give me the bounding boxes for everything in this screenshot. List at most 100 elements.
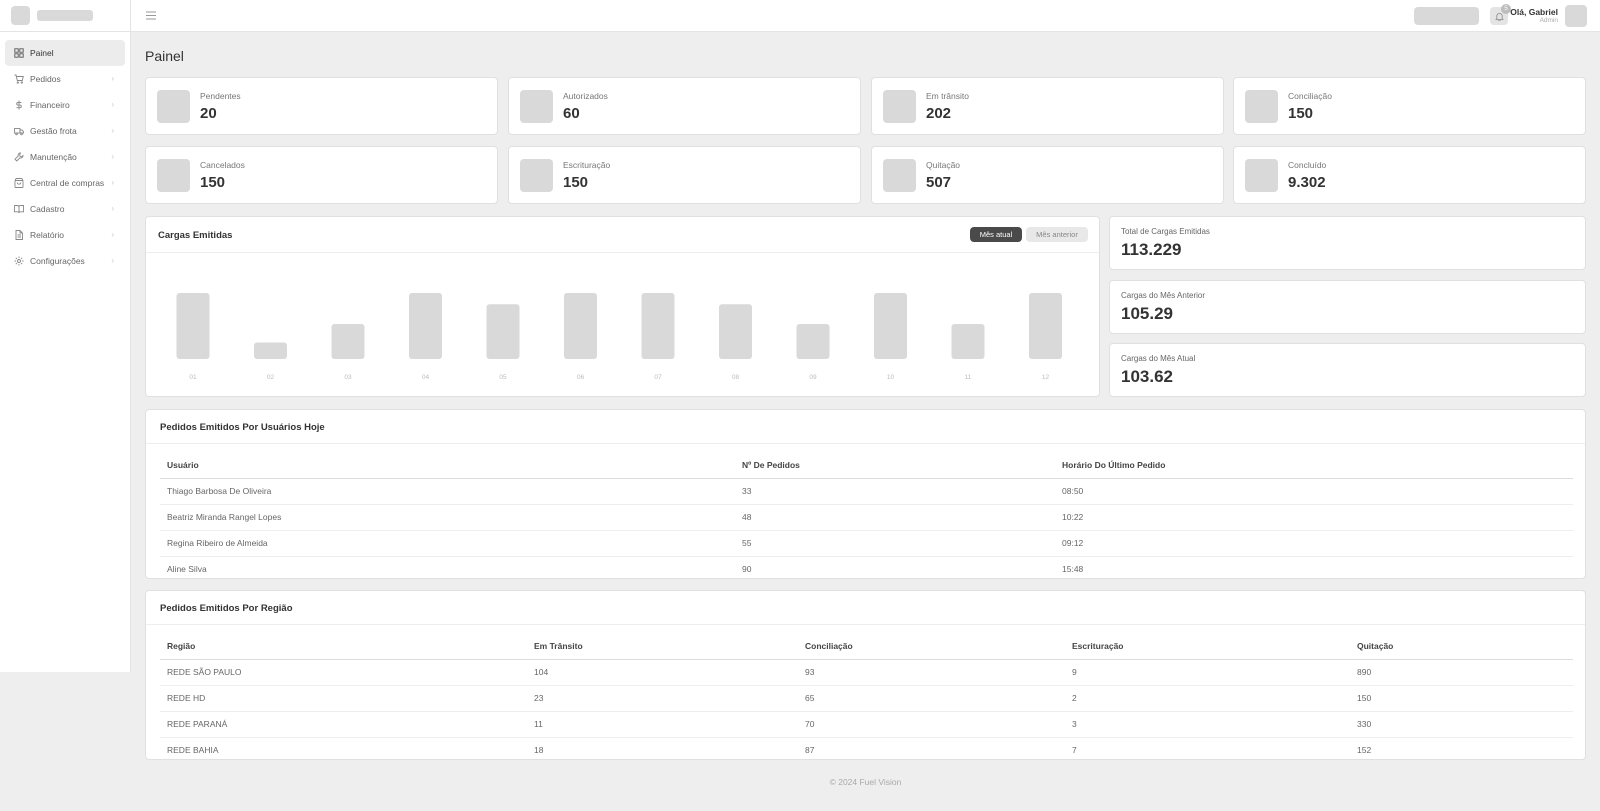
table-cell: REDE BAHIA [167,745,219,756]
user-role: Admin [1539,17,1558,24]
chart-tick-label: 11 [965,374,972,381]
chart-tick-label: 09 [809,374,817,381]
sidebar-item-cadastro[interactable]: Cadastro › [5,196,125,222]
sidebar-item-relatorio[interactable]: Relatório › [5,222,125,248]
column-header[interactable]: Quitação [1350,634,1573,660]
bar-chart: 01 02 03 04 05 06 07 08 09 10 11 12 [176,293,1062,381]
sidebar-item-label: Pedidos [30,74,61,84]
stat-card-quitacao: Quitação 507 [871,146,1224,204]
chevron-right-icon: › [111,126,114,135]
chart-tick-label: 10 [887,374,895,381]
chart-bar-11[interactable] [951,324,985,359]
gear-icon [14,256,24,266]
table-cell: 152 [1357,745,1372,756]
table-cell: 150 [1350,685,1573,712]
chart-bar-07[interactable] [641,293,675,359]
table-row[interactable]: REDE SÃO PAULO 104 93 9 890 [160,659,1573,686]
chart-bar-01[interactable] [176,293,210,359]
logo-placeholder[interactable] [11,6,30,25]
summary-label: Cargas do Mês Anterior [1121,291,1206,300]
sidebar-item-painel[interactable]: Painel [5,40,125,66]
table-cell: REDE SÃO PAULO [160,659,527,686]
table-cell: 18 [534,745,544,756]
sidebar-item-gestao-frota[interactable]: Gestão frota › [5,118,125,144]
column-header[interactable]: Região [160,634,527,660]
stat-value: 507 [926,174,952,191]
region-orders-panel: Pedidos Emitidos Por Região Região Em Tr… [145,590,1586,760]
table-cell: 93 [798,659,1065,686]
stat-icon-placeholder [883,159,916,192]
chart-bar-06[interactable] [564,293,597,359]
chart-tick-label: 05 [499,374,507,381]
column-header[interactable]: Em Trânsito [527,634,798,660]
chart-tick-label: 04 [422,374,430,381]
stat-icon-placeholder [1245,90,1278,123]
table-cell: 55 [735,530,1055,557]
table-cell: 33 [735,478,1055,505]
chevron-right-icon: › [111,100,114,109]
sidebar: Painel Pedidos › Financeiro › Gestão fro… [0,0,131,672]
chart-bar-12[interactable] [1029,293,1062,359]
sidebar-item-label: Cadastro [30,204,65,214]
chevron-right-icon: › [111,178,114,187]
table-row[interactable]: Beatriz Miranda Rangel Lopes 48 10:22 [160,504,1573,531]
table-cell: 90 [742,564,752,575]
sidebar-item-label: Relatório [30,230,65,240]
summary-label: Cargas do Mês Atual [1121,354,1196,363]
stat-icon-placeholder [520,90,553,123]
column-header[interactable]: Horário Do Último Pedido [1055,453,1573,479]
stat-label: Quitação [926,160,961,170]
stat-value: 60 [563,105,580,122]
sidebar-item-configuracoes[interactable]: Configurações › [5,248,125,274]
table-row[interactable]: Regina Ribeiro de Almeida 55 09:12 [160,530,1573,557]
stat-icon-placeholder [520,159,553,192]
table-cell: 10:22 [1055,504,1573,531]
chart-bar-02[interactable] [254,342,287,360]
table-row[interactable]: REDE PARANÁ 11 70 3 330 [160,711,1573,738]
toggle-previous-month-button[interactable]: Mês anterior [1026,227,1088,242]
table-row[interactable]: Aline Silva 90 15:48 [160,556,1573,582]
chevron-right-icon: › [111,204,114,213]
chart-bar-05[interactable] [486,304,520,359]
toggle-current-month-button[interactable]: Mês atual [970,227,1022,242]
table-row[interactable]: Thiago Barbosa De Oliveira 33 08:50 [160,478,1573,505]
column-header[interactable]: Nº De Pedidos [735,453,1055,479]
divider [146,443,1585,444]
hamburger-menu-icon[interactable] [145,10,157,21]
users-orders-table: Usuário Nº De Pedidos Horário Do Último … [160,453,1573,582]
chevron-right-icon: › [111,230,114,239]
brand [0,0,130,32]
table-cell: 65 [798,685,1065,712]
chart-card-cargas-emitidas: Cargas Emitidas Mês atual Mês anterior 0… [145,216,1100,397]
chart-bar-10[interactable] [874,293,907,359]
chart-bar-08[interactable] [719,304,752,359]
sidebar-item-central-de-compras[interactable]: Central de compras › [5,170,125,196]
top-action-placeholder[interactable] [1414,7,1479,25]
table-cell: 330 [1350,711,1573,738]
sidebar-item-pedidos[interactable]: Pedidos › [5,66,125,92]
column-header[interactable]: Escrituração [1065,634,1350,660]
table-cell: REDE PARANÁ [160,711,527,738]
avatar[interactable] [1565,5,1587,27]
stat-card-pendentes: Pendentes 20 [145,77,498,135]
truck-icon [14,126,24,136]
stat-value: 202 [926,105,952,122]
chart-bar-09[interactable] [796,324,830,359]
stat-label: Em trânsito [926,91,969,101]
divider [146,252,1099,253]
table-row[interactable]: REDE BAHIA 18 87 7 152 [160,737,1573,763]
summary-card-previous-month: Cargas do Mês Anterior 105.29 [1109,280,1586,334]
chart-bar-03[interactable] [331,324,365,359]
stat-icon-placeholder [157,90,190,123]
sidebar-item-manutencao[interactable]: Manutenção › [5,144,125,170]
table-cell: Aline Silva [167,564,207,575]
sidebar-item-financeiro[interactable]: Financeiro › [5,92,125,118]
summary-value: 105.29 [1121,304,1173,323]
table-cell: 48 [735,504,1055,531]
table-cell: 15:48 [1062,564,1084,575]
column-header[interactable]: Conciliação [798,634,1065,660]
column-header[interactable]: Usuário [160,453,735,479]
table-cell: 70 [798,711,1065,738]
table-row[interactable]: REDE HD 23 65 2 150 [160,685,1573,712]
chart-bar-04[interactable] [409,293,442,359]
